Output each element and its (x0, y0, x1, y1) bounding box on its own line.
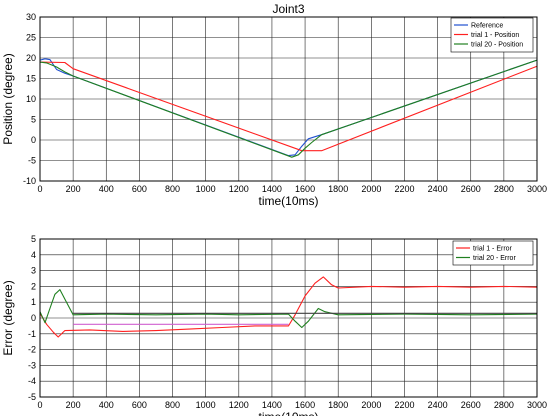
x-tick-label: 400 (99, 400, 114, 410)
x-tick-label: 2400 (428, 184, 448, 194)
y-tick-label: -5 (28, 392, 36, 402)
x-tick-label: 2200 (394, 400, 414, 410)
legend-label: trial 20 - Error (473, 255, 516, 262)
x-axis-label: time(10ms) (258, 194, 318, 208)
y-tick-label: 15 (26, 74, 36, 84)
y-axis-label: Error (degree) (1, 280, 15, 355)
plot-frame (39, 238, 538, 398)
legend-label: trial 1 - Position (471, 32, 519, 39)
y-tick-label: 0 (31, 135, 36, 145)
x-tick-label: 2400 (428, 400, 448, 410)
x-tick-label: 1000 (196, 400, 216, 410)
legend-label: trial 1 - Error (473, 246, 513, 253)
x-tick-label: 2800 (494, 184, 514, 194)
legend-label: Reference (471, 23, 503, 30)
y-tick-label: 3 (31, 266, 36, 276)
x-tick-label: 3000 (527, 184, 547, 194)
x-tick-label: 1800 (328, 400, 348, 410)
y-tick-label: 5 (31, 115, 36, 125)
x-tick-label: 200 (66, 184, 81, 194)
position-chart: 0 200 400 600 800 1000 1200 1400 1600 1800 2000 220… (1, 2, 547, 208)
y-tick-label: 0 (31, 313, 36, 323)
x-tick-label: 2000 (361, 400, 381, 410)
chart-title: Joint3 (272, 2, 304, 16)
y-tick-label: 20 (26, 53, 36, 63)
y-tick-label: 1 (31, 297, 36, 307)
y-tick-label: 4 (31, 250, 36, 260)
y-tick-label: -4 (28, 376, 36, 386)
x-tick-label: 1000 (196, 184, 216, 194)
series-line-2 (39, 59, 538, 158)
x-tick-label: 800 (165, 400, 180, 410)
y-axis-label: Position (degree) (1, 53, 15, 144)
x-tick-label: 2200 (394, 184, 414, 194)
x-tick-label: 400 (99, 184, 114, 194)
series-line-0 (39, 276, 538, 338)
x-tick-label: 0 (37, 400, 42, 410)
x-axis-label: time(10ms) (258, 410, 318, 416)
x-tick-label: 1200 (229, 400, 249, 410)
y-tick-label: -2 (28, 345, 36, 355)
x-tick-label: 600 (132, 400, 147, 410)
y-tick-label: 5 (31, 234, 36, 244)
y-tick-label: -3 (28, 360, 36, 370)
x-tick-label: 200 (66, 400, 81, 410)
y-tick-label: -10 (23, 176, 36, 186)
legend-label: trial 20 - Position (471, 42, 523, 49)
x-tick-label: 800 (165, 184, 180, 194)
y-tick-label: -1 (28, 329, 36, 339)
x-tick-label: 1200 (229, 184, 249, 194)
x-tick-label: 600 (132, 184, 147, 194)
x-tick-label: 1400 (262, 184, 282, 194)
y-tick-label: 30 (26, 12, 36, 22)
x-tick-label: 2600 (461, 400, 481, 410)
x-tick-label: 1600 (295, 184, 315, 194)
y-tick-label: 10 (26, 94, 36, 104)
y-tick-label: 2 (31, 281, 36, 291)
series-line-1 (39, 61, 538, 152)
y-tick-label: -5 (28, 156, 36, 166)
x-tick-label: 2800 (494, 400, 514, 410)
x-tick-label: 1800 (328, 184, 348, 194)
plot-frame (39, 16, 538, 182)
x-tick-label: 2600 (461, 184, 481, 194)
x-tick-label: 0 (37, 184, 42, 194)
error-chart: 0 200 400 600 800 1000 1200 1400 1600 1800 2000 220… (1, 234, 547, 416)
x-tick-label: 3000 (527, 400, 547, 410)
x-tick-label: 2000 (361, 184, 381, 194)
x-tick-label: 1400 (262, 400, 282, 410)
y-tick-label: 25 (26, 33, 36, 43)
x-tick-label: 1600 (295, 400, 315, 410)
legend-box (452, 240, 534, 266)
